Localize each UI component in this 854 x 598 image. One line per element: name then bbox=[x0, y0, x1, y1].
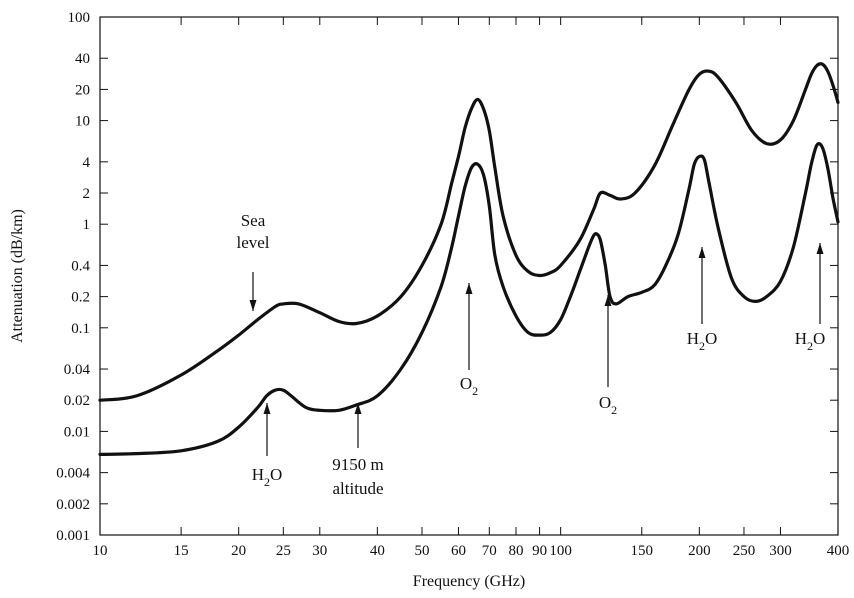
annotation-text: Sea bbox=[241, 211, 266, 230]
annotation-text-part: O bbox=[460, 374, 472, 393]
annotation-text-part: O bbox=[270, 465, 282, 484]
x-tick-label: 40 bbox=[370, 543, 385, 559]
arrow-head bbox=[354, 403, 362, 414]
x-tick-label: 80 bbox=[509, 543, 524, 559]
x-tick-label: 50 bbox=[414, 543, 429, 559]
x-tick-label: 300 bbox=[769, 543, 792, 559]
y-tick-label: 10 bbox=[75, 114, 90, 130]
annotation-text: 9150 m bbox=[332, 455, 383, 474]
y-tick-label: 0.002 bbox=[56, 497, 90, 513]
annotation-sea-level: Sea level bbox=[236, 211, 270, 311]
y-axis-title: Attenuation (dB/km) bbox=[9, 209, 26, 343]
arrow-head bbox=[465, 283, 473, 294]
annotation-text-part: O bbox=[813, 329, 825, 348]
arrow-head bbox=[604, 295, 612, 306]
annotation-text: H2O bbox=[252, 465, 283, 489]
annotation-9150m-altitude: 9150 m altitude bbox=[332, 403, 384, 498]
x-tick-label: 90 bbox=[532, 543, 547, 559]
y-tick-label: 1 bbox=[83, 217, 91, 233]
y-tick-label: 4 bbox=[83, 155, 91, 171]
annotation-h2o-325ghz: H2O bbox=[795, 243, 826, 353]
sea-level-curve bbox=[98, 62, 840, 402]
altitude-9150m-curve bbox=[98, 142, 840, 456]
arrow-head bbox=[698, 247, 706, 258]
annotation-subscript: 2 bbox=[611, 403, 617, 417]
x-tick-label: 15 bbox=[174, 543, 189, 559]
x-tick-label: 250 bbox=[733, 543, 756, 559]
annotation-h2o-183ghz: H2O bbox=[687, 247, 718, 353]
y-tick-label: 0.001 bbox=[56, 528, 90, 544]
annotation-text-part: O bbox=[599, 393, 611, 412]
series-curves bbox=[98, 62, 840, 456]
annotation-text: O2 bbox=[599, 393, 617, 417]
annotation-text: O2 bbox=[460, 374, 478, 398]
annotation-subscript: 2 bbox=[699, 339, 705, 353]
plot-frame bbox=[99, 16, 839, 536]
x-tick-label: 70 bbox=[482, 543, 497, 559]
annotation-text: H2O bbox=[795, 329, 826, 353]
y-tick-label: 40 bbox=[75, 51, 90, 67]
annotation-text-part: H bbox=[252, 465, 264, 484]
x-tick-label: 60 bbox=[451, 543, 466, 559]
y-tick-label: 0.02 bbox=[64, 393, 90, 409]
arrow-head bbox=[816, 243, 824, 254]
tick-labels: 10 15 20 25 30 40 50 60 70 80 90 100 150 200 250 300 400… bbox=[56, 10, 849, 559]
x-tick-label: 400 bbox=[827, 543, 850, 559]
annotation-o2-60ghz: O2 bbox=[460, 283, 478, 398]
annotation-subscript: 2 bbox=[264, 475, 270, 489]
annotation-text: altitude bbox=[333, 479, 384, 498]
x-tick-label: 25 bbox=[276, 543, 291, 559]
annotation-text-part: H bbox=[687, 329, 699, 348]
y-tick-label: 0.004 bbox=[56, 466, 90, 482]
arrow-head bbox=[263, 403, 271, 414]
annotation-o2-118ghz: O2 bbox=[599, 295, 617, 417]
arrow-head bbox=[249, 300, 257, 311]
axis-ticks bbox=[99, 16, 839, 536]
y-tick-label: 20 bbox=[75, 82, 90, 98]
y-tick-label: 0.04 bbox=[64, 362, 91, 378]
annotation-text: H2O bbox=[687, 329, 718, 353]
x-tick-label: 10 bbox=[93, 543, 108, 559]
annotation-text: level bbox=[236, 233, 269, 252]
x-tick-label: 150 bbox=[631, 543, 654, 559]
y-tick-label: 100 bbox=[68, 10, 91, 26]
x-axis-title: Frequency (GHz) bbox=[413, 573, 525, 590]
annotation-subscript: 2 bbox=[807, 339, 813, 353]
y-tick-label: 0.4 bbox=[71, 258, 90, 274]
x-tick-label: 200 bbox=[688, 543, 711, 559]
annotation-text-part: H bbox=[795, 329, 807, 348]
y-tick-label: 0.1 bbox=[71, 321, 90, 337]
y-tick-label: 2 bbox=[83, 186, 91, 202]
y-tick-label: 0.2 bbox=[71, 290, 90, 306]
annotation-subscript: 2 bbox=[472, 384, 478, 398]
x-tick-label: 20 bbox=[231, 543, 246, 559]
y-tick-label: 0.01 bbox=[64, 424, 90, 440]
annotation-h2o-22ghz: H2O bbox=[252, 403, 283, 489]
annotation-text-part: O bbox=[705, 329, 717, 348]
x-tick-label: 100 bbox=[549, 543, 572, 559]
x-tick-label: 30 bbox=[312, 543, 327, 559]
